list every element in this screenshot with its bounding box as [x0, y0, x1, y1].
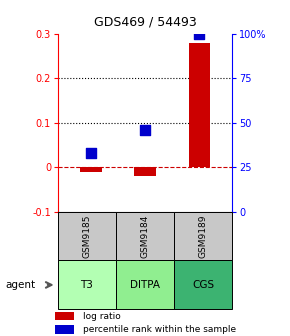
Bar	[174, 212, 232, 260]
Bar	[116, 212, 174, 260]
Point	[88, 150, 93, 156]
Text: T3: T3	[81, 280, 93, 290]
Text: log ratio: log ratio	[83, 311, 121, 321]
Point	[143, 127, 147, 132]
Text: GDS469 / 54493: GDS469 / 54493	[94, 15, 196, 28]
Bar	[55, 312, 74, 321]
Text: percentile rank within the sample: percentile rank within the sample	[83, 325, 236, 334]
Bar	[174, 260, 232, 309]
Point	[197, 31, 202, 36]
Text: agent: agent	[6, 280, 36, 290]
Bar	[134, 167, 156, 176]
Bar	[116, 260, 174, 309]
Bar	[58, 260, 116, 309]
Text: GSM9184: GSM9184	[140, 214, 150, 258]
Bar	[80, 167, 101, 172]
Text: GSM9189: GSM9189	[198, 214, 208, 258]
Bar	[55, 325, 74, 334]
Bar	[188, 43, 210, 167]
Text: DITPA: DITPA	[130, 280, 160, 290]
Text: GSM9185: GSM9185	[82, 214, 92, 258]
Text: CGS: CGS	[192, 280, 214, 290]
Bar	[58, 212, 116, 260]
